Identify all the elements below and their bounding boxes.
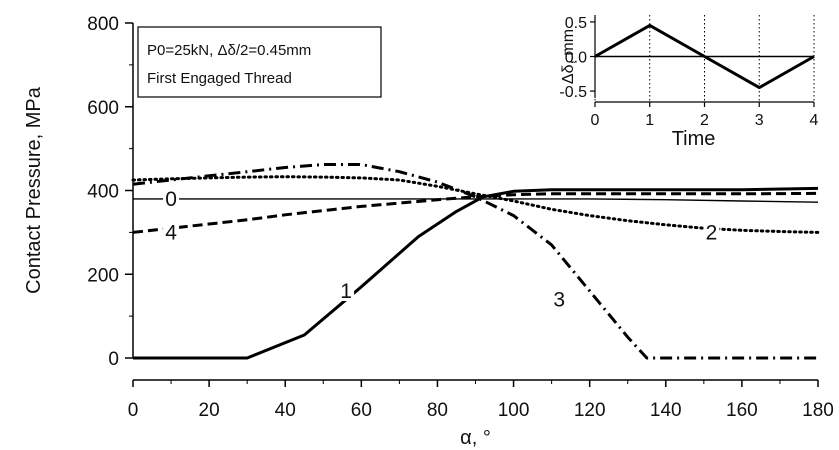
- inset-x-axis-label: Time: [672, 128, 716, 150]
- series-line-4: [132, 191, 819, 234]
- series-line-0: [133, 198, 819, 203]
- inset-x-tick-label: 2: [700, 112, 709, 129]
- inset-x-tick-label: 0: [591, 112, 600, 129]
- curve-label-1: 1: [340, 280, 352, 303]
- inset-series-line: [594, 23, 815, 90]
- inset-y-axis-label: Δδ, mm: [560, 29, 577, 84]
- x-tick-label: 60: [351, 400, 372, 421]
- curve-label-2: 2: [706, 221, 718, 244]
- y-tick-label: 800: [87, 14, 119, 35]
- inset-background: [565, 7, 822, 150]
- inset-y-tick-label: 0.5: [565, 15, 587, 32]
- x-tick-label: 160: [726, 400, 758, 421]
- inset-x-tick-label: 1: [645, 112, 654, 129]
- inset-y-tick-label: -0.5: [559, 84, 587, 101]
- x-tick-label: 140: [650, 400, 682, 421]
- annotation-box: [137, 26, 382, 98]
- annotation-line: First Engaged Thread: [147, 70, 292, 87]
- x-tick-label: 40: [275, 400, 296, 421]
- curve-label-bg: [163, 186, 180, 209]
- x-tick-label: 80: [427, 400, 448, 421]
- curve-label-3: 3: [553, 288, 565, 311]
- x-tick-label: 100: [498, 400, 530, 421]
- y-tick-label: 600: [87, 98, 119, 119]
- inset-plot: 0.5 0.0 -0.50 1 2 3 4 Time Δδ, mm: [559, 7, 822, 150]
- x-tick-label: 120: [574, 400, 606, 421]
- x-tick-label: 0: [128, 400, 139, 421]
- curve-label-bg: [551, 287, 568, 310]
- inset-x-tick-label: 4: [810, 112, 819, 129]
- y-tick-label: 200: [87, 265, 119, 286]
- x-tick-label: 20: [199, 400, 220, 421]
- y-tick-label: 0: [108, 349, 119, 370]
- curve-label-bg: [338, 279, 355, 301]
- inset-x-tick-label: 3: [755, 112, 764, 129]
- curve-label-bg: [703, 220, 720, 243]
- y-axis-label: Contact Pressure, MPa: [23, 86, 45, 294]
- y-tick-label: 400: [87, 182, 119, 203]
- curve-label-0: 0: [165, 188, 177, 211]
- x-tick-label: 180: [802, 400, 834, 421]
- inset-y-tick-label: 0.0: [565, 50, 587, 67]
- annotation-line: P0=25kN, Δδ/2=0.45mm: [147, 42, 311, 59]
- curve-label-bg: [163, 220, 180, 243]
- curve-label-4: 4: [165, 221, 177, 244]
- series-line-1: [133, 186, 819, 360]
- x-axis-label: α, °: [460, 427, 491, 449]
